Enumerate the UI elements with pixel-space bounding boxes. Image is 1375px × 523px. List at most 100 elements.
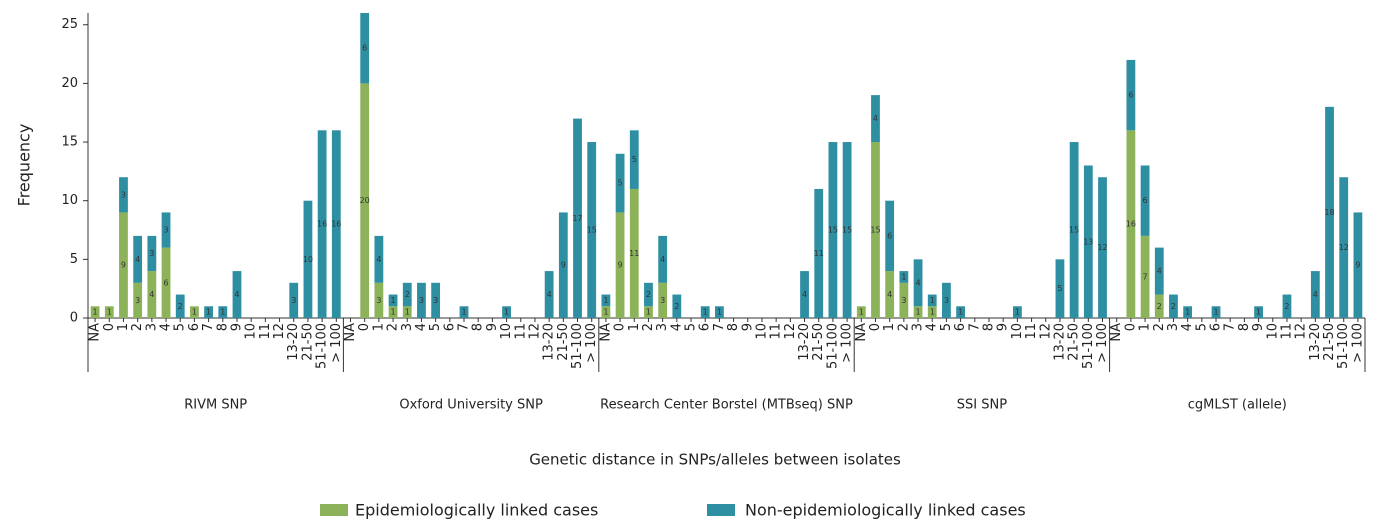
x-tick-label: 3 — [400, 323, 415, 331]
data-label: 17 — [572, 214, 582, 223]
x-tick-label: 6 — [442, 323, 457, 331]
bar-segment — [1169, 294, 1178, 318]
x-tick-label: 7 — [201, 323, 216, 331]
x-tick-label: > 100 — [584, 323, 599, 363]
group-label: Oxford University SNP — [399, 398, 543, 413]
bar-segment — [629, 130, 639, 189]
bar-segment — [644, 282, 653, 307]
bar-segment — [899, 271, 909, 283]
bar-segment — [927, 306, 937, 318]
x-tick-label: 10 — [244, 323, 259, 340]
bar-segment — [1140, 235, 1150, 318]
x-tick-label: 4 — [1180, 323, 1195, 331]
x-tick-label: 4 — [669, 323, 684, 331]
bar-segment — [1254, 306, 1263, 318]
x-tick-label: 51-100 — [1081, 323, 1096, 369]
x-tick-label: 13-20 — [1308, 323, 1323, 361]
bar-segment — [871, 95, 880, 143]
x-tick-label: 1 — [371, 323, 386, 331]
bar-segment — [658, 235, 668, 283]
bar-segment — [644, 306, 653, 318]
bar-segment — [885, 200, 895, 272]
data-label: 1 — [603, 308, 608, 317]
data-label: 3 — [901, 296, 906, 305]
legend-swatch — [707, 504, 735, 516]
bar-segment — [842, 142, 852, 318]
x-tick-label: 9 — [1251, 323, 1266, 331]
x-tick-label: 9 — [485, 323, 500, 331]
bar-segment — [1154, 294, 1164, 318]
bar-segment — [942, 282, 951, 318]
bar-segment — [615, 153, 625, 213]
bar-segment — [544, 271, 554, 318]
bar-segment — [374, 235, 384, 283]
bar-segment — [1083, 165, 1093, 318]
data-label: 6 — [1143, 196, 1148, 205]
x-tick-label: 6 — [953, 323, 968, 331]
data-label: 4 — [376, 255, 381, 264]
bar-segment — [402, 282, 412, 307]
data-label: 4 — [1313, 290, 1318, 299]
data-label: 3 — [135, 296, 140, 305]
x-tick-label: 3 — [144, 323, 159, 331]
y-tick-label: 10 — [61, 193, 78, 208]
x-tick-label: 11 — [769, 323, 784, 340]
bar-segment — [899, 282, 909, 318]
data-label: 15 — [870, 226, 880, 235]
data-label: 6 — [163, 278, 168, 287]
x-tick-label: 9 — [740, 323, 755, 331]
x-tick-label: 11 — [513, 323, 528, 340]
bar-segment — [913, 306, 923, 318]
x-tick-label: > 100 — [1095, 323, 1110, 363]
bar-segment — [828, 142, 838, 318]
legend-swatch — [320, 504, 348, 516]
x-tick-label: 6 — [698, 323, 713, 331]
y-tick-label: 20 — [61, 76, 78, 91]
data-label: 11 — [629, 249, 639, 258]
data-label: 4 — [149, 290, 154, 299]
x-tick-label: 2 — [1152, 323, 1167, 331]
data-label: 1 — [1256, 308, 1261, 317]
x-tick-label: NA — [854, 323, 869, 342]
x-tick-label: 8 — [471, 323, 486, 331]
bar-segment — [1183, 306, 1193, 318]
data-label: 15 — [842, 226, 852, 235]
data-label: 1 — [206, 308, 211, 317]
bar-segment — [913, 259, 923, 307]
x-tick-label: 21-50 — [1067, 323, 1082, 361]
bar-segment — [204, 306, 214, 318]
data-label: 3 — [121, 190, 126, 199]
bar-segment — [1353, 212, 1363, 318]
data-label: 1 — [391, 296, 396, 305]
data-label: 16 — [317, 220, 327, 229]
bar-segment — [104, 306, 114, 318]
x-tick-label: 7 — [967, 323, 982, 331]
bar-segment — [1069, 142, 1079, 318]
data-label: 1 — [1185, 308, 1190, 317]
x-tick-label: > 100 — [1350, 323, 1365, 363]
x-tick-label: 1 — [627, 323, 642, 331]
data-label: 12 — [1097, 243, 1107, 252]
x-tick-label: 5 — [684, 323, 699, 331]
bar-segment — [360, 13, 370, 84]
data-label: 3 — [944, 296, 949, 305]
y-tick-label: 5 — [70, 252, 78, 267]
bar-segment — [1154, 247, 1164, 295]
data-label: 4 — [234, 290, 239, 299]
data-label: 6 — [362, 44, 367, 53]
data-label: 2 — [1284, 302, 1289, 311]
bar-segment — [431, 282, 441, 318]
data-label: 4 — [135, 255, 140, 264]
x-tick-label: 11 — [1024, 323, 1039, 340]
bar-segment — [161, 247, 171, 318]
data-label: 9 — [561, 261, 566, 270]
x-tick-label: 1 — [116, 323, 131, 331]
data-label: 3 — [376, 296, 381, 305]
data-label: 2 — [1157, 302, 1162, 311]
x-tick-label: 51-100 — [825, 323, 840, 369]
data-label: 1 — [93, 308, 98, 317]
x-tick-label: 5 — [428, 323, 443, 331]
data-label: 4 — [873, 114, 878, 123]
bar-segment — [715, 306, 724, 318]
bar-segment — [402, 306, 412, 318]
